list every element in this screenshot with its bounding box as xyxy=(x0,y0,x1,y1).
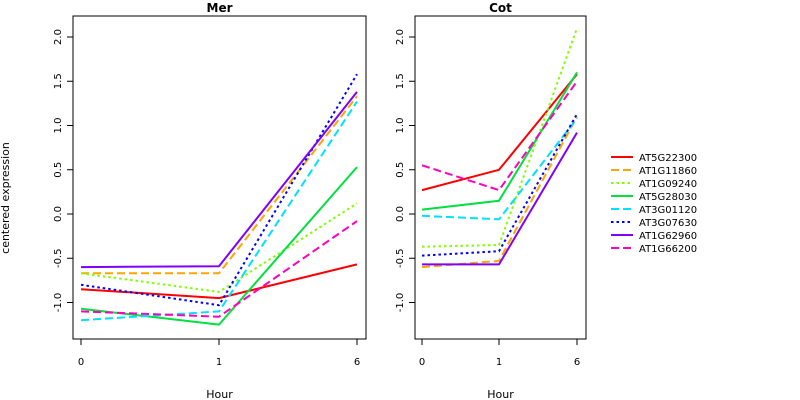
legend-entry: AT3G07630 xyxy=(639,218,697,229)
y-tick-label: 1.5 xyxy=(53,73,64,89)
y-tick-label: 0.0 xyxy=(53,206,64,222)
panel-title: Mer xyxy=(207,1,233,15)
series-line-at1g09240 xyxy=(421,27,578,248)
x-axis-label: Hour xyxy=(487,388,514,400)
series-line-at3g01120 xyxy=(80,101,358,322)
y-tick-label: 2.0 xyxy=(395,29,406,45)
panel-title: Cot xyxy=(489,1,512,15)
series-line-at5g22300 xyxy=(80,263,358,300)
panel-mer: Mer -1.0 -0.5 0.0 0.5 1.0 1.5 2.0 0 1 6 Hour xyxy=(53,1,367,400)
series-line-at3g07630 xyxy=(421,113,578,257)
x-tick-label: 6 xyxy=(354,357,360,368)
series-line-at5g22300 xyxy=(421,73,578,192)
y-tick-label: 2.0 xyxy=(53,29,64,45)
y-tick-label: -1.0 xyxy=(53,293,64,313)
y-tick-label: 0.5 xyxy=(53,162,64,178)
series-line-at3g07630 xyxy=(80,73,358,307)
panel-cot: Cot -1.0 -0.5 0.0 0.5 1.0 1.5 2.0 0 1 6 Hour xyxy=(395,1,587,400)
series-line-at5g28030 xyxy=(80,166,358,326)
legend-entry: AT3G01120 xyxy=(639,205,697,216)
y-tick-label: -0.5 xyxy=(53,248,64,268)
series-line-at5g28030 xyxy=(421,71,578,211)
y-tick-label: 1.5 xyxy=(395,73,406,89)
legend-entry: AT1G11860 xyxy=(639,166,697,177)
series-line-at3g01120 xyxy=(421,117,578,221)
y-axis-label: centered expression xyxy=(0,142,12,254)
series-line-at1g66200 xyxy=(80,220,358,318)
y-tick-label: 1.0 xyxy=(53,118,64,134)
legend-entry: AT1G62960 xyxy=(639,231,697,242)
y-tick-label: 0.5 xyxy=(395,162,406,178)
y-tick-label: 0.0 xyxy=(395,206,406,222)
y-tick-label: -0.5 xyxy=(395,248,406,268)
series-line-at1g66200 xyxy=(421,80,578,192)
series-line-at1g11860 xyxy=(81,95,358,275)
x-tick-label: 0 xyxy=(419,357,425,368)
x-axis-label: Hour xyxy=(206,388,233,400)
x-tick-label: 1 xyxy=(496,357,502,368)
legend-entry: AT1G09240 xyxy=(639,179,697,190)
legend-entry: AT1G66200 xyxy=(639,244,697,255)
series-line-at1g62960 xyxy=(80,91,358,269)
series-line-at1g62960 xyxy=(422,132,578,266)
plot-frame xyxy=(414,15,587,340)
y-tick-label: -1.0 xyxy=(395,293,406,313)
x-tick-label: 1 xyxy=(216,357,222,368)
y-tick-label: 1.0 xyxy=(395,118,406,134)
x-tick-label: 6 xyxy=(574,357,580,368)
x-tick-label: 0 xyxy=(78,357,84,368)
legend: AT5G22300 AT1G11860 AT1G09240 AT5G28030 AT3G… xyxy=(611,153,697,255)
series-line-at1g09240 xyxy=(80,202,358,293)
legend-entry: AT5G28030 xyxy=(639,192,697,203)
legend-entry: AT5G22300 xyxy=(639,153,697,164)
